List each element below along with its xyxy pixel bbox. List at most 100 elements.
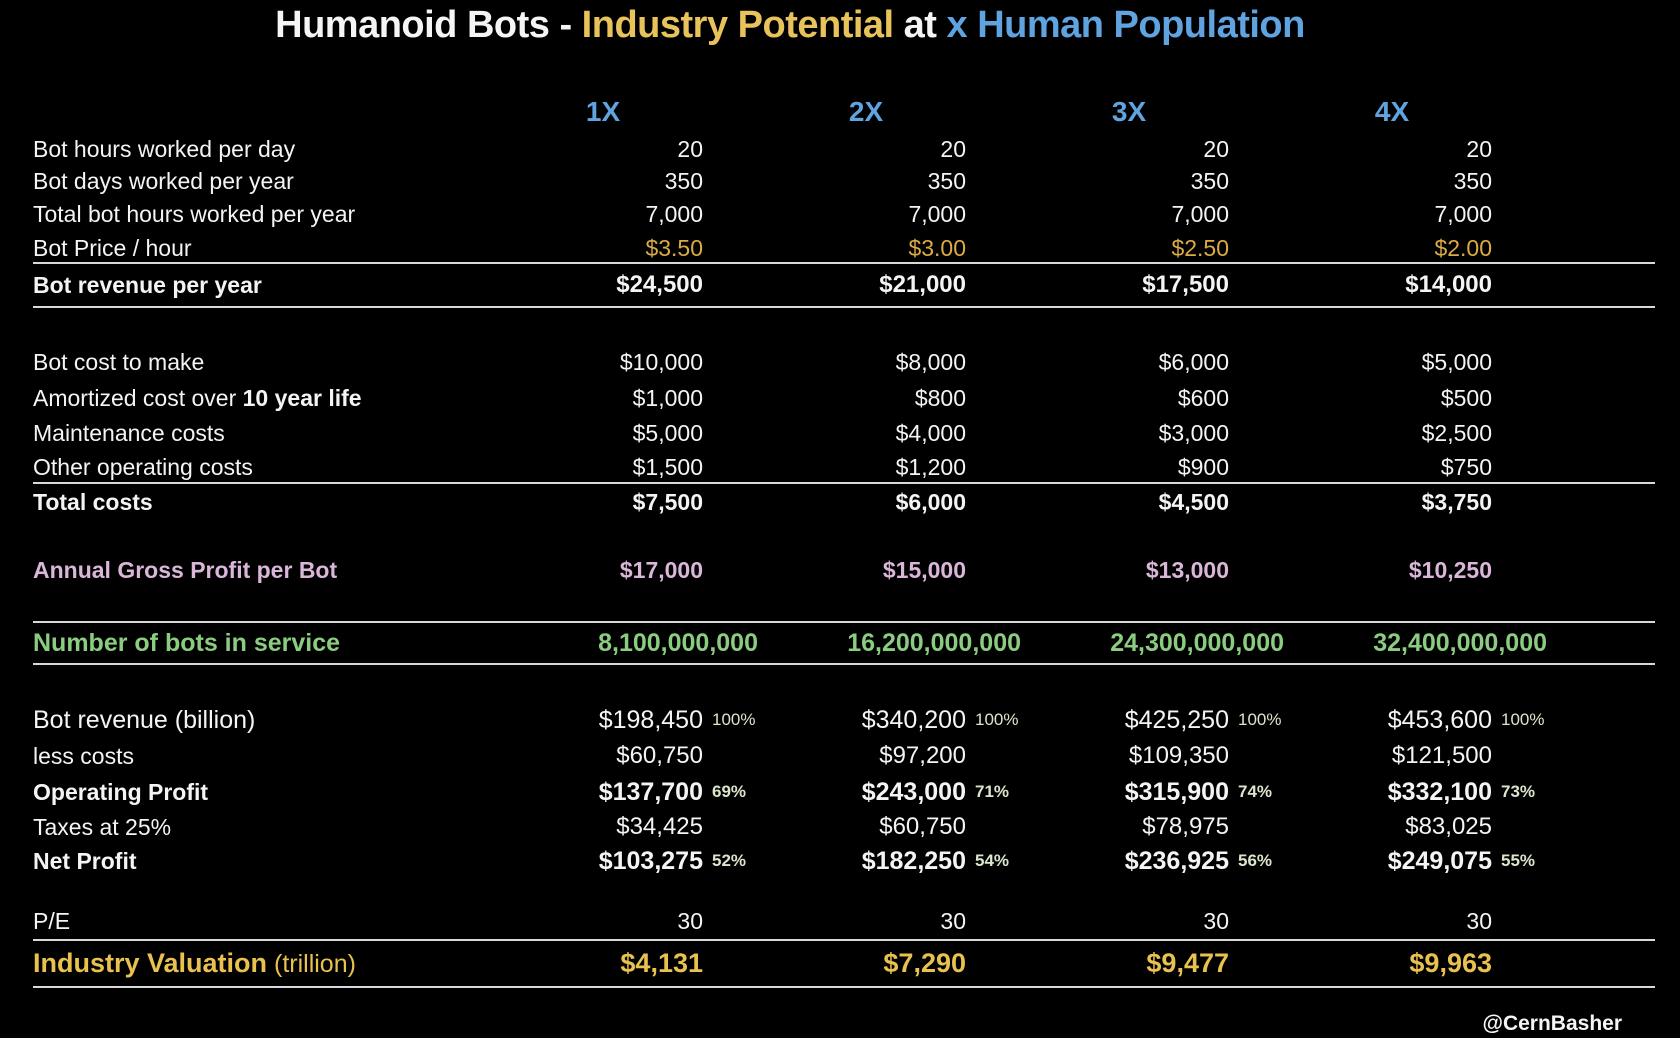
cell-value: $97,200 <box>879 742 966 769</box>
cell-value: 30 <box>677 907 703 934</box>
cell-percent: 55% <box>1501 851 1536 870</box>
divider <box>33 621 1655 623</box>
cell-value: $1,200 <box>895 453 966 480</box>
cell-value: $15,000 <box>882 556 966 583</box>
cell-value: $2.00 <box>1434 234 1492 261</box>
table-row: Bot revenue per year $24,500 $21,000 $17,50… <box>33 268 1655 302</box>
divider <box>33 986 1655 988</box>
table-row: Taxes at 25% $34,425 $60,750 $78,975 $83,025 <box>33 810 1655 844</box>
cell-percent: 100% <box>975 710 1019 729</box>
cell-value: $3,750 <box>1421 488 1492 515</box>
table-row: P/E 30 30 30 30 <box>33 904 1655 938</box>
row-label: Bot Price / hour <box>33 234 192 261</box>
row-label: Maintenance costs <box>33 419 225 446</box>
column-header: 1X <box>585 96 621 127</box>
cell-value: $800 <box>914 384 966 411</box>
cell-value: $453,600 <box>1387 705 1492 734</box>
table-row: Other operating costs $1,500 $1,200 $900 $75… <box>33 450 1655 484</box>
cell-value: $198,450 <box>598 705 703 734</box>
cell-value: $249,075 <box>1387 846 1492 875</box>
cell-value: $17,500 <box>1142 271 1229 298</box>
cell-value: $3,000 <box>1158 419 1229 446</box>
page-title: Humanoid Bots - Industry Potential at x … <box>0 4 1580 47</box>
cell-percent: 54% <box>975 851 1010 870</box>
row-label: Amortized cost over 10 year life <box>33 384 362 411</box>
cell-value: $1,500 <box>632 453 703 480</box>
cell-value: 350 <box>1453 167 1492 194</box>
cell-value: 350 <box>927 167 966 194</box>
cell-value: $500 <box>1440 384 1492 411</box>
author-handle: @CernBasher <box>1482 1012 1622 1035</box>
row-label: Bot days worked per year <box>33 167 294 194</box>
column-header: 2X <box>848 96 884 127</box>
table-row: Annual Gross Profit per Bot $17,000 $15,00… <box>33 553 1655 587</box>
cell-value: $750 <box>1440 453 1492 480</box>
cell-value: $236,925 <box>1124 846 1229 875</box>
cell-value: $600 <box>1177 384 1229 411</box>
row-label: Bot cost to make <box>33 348 205 375</box>
cell-value: $8,000 <box>895 348 966 375</box>
row-label: Annual Gross Profit per Bot <box>33 556 338 583</box>
row-label: Number of bots in service <box>33 628 341 657</box>
cell-value: $78,975 <box>1142 813 1229 840</box>
cell-value: $3.00 <box>908 234 966 261</box>
column-header: 4X <box>1374 96 1410 127</box>
cell-value: $10,000 <box>619 348 703 375</box>
divider <box>33 306 1655 308</box>
cell-value: $60,750 <box>616 742 703 769</box>
cell-value: $2,500 <box>1421 419 1492 446</box>
row-label: Total bot hours worked per year <box>33 200 356 227</box>
table-row: Amortized cost over 10 year life $1,000 $8… <box>33 381 1655 415</box>
cell-value: $900 <box>1177 453 1229 480</box>
title-part-main: Humanoid Bots - <box>275 4 582 46</box>
cell-value: $109,350 <box>1128 742 1229 769</box>
cell-percent: 69% <box>712 782 747 801</box>
divider <box>33 663 1655 665</box>
divider <box>33 482 1655 484</box>
cell-percent: 74% <box>1238 782 1273 801</box>
table-row: Operating Profit $137,700 69% $243,000 71% $3… <box>33 775 1655 809</box>
row-label: Bot hours worked per day <box>33 135 296 162</box>
cell-value: 7,000 <box>908 200 966 227</box>
table-row: Industry Valuation (trillion) $4,131 $7,29… <box>33 944 1655 982</box>
title-part-industry-potential: Industry Potential <box>581 4 894 46</box>
cell-value: $4,000 <box>895 419 966 446</box>
cell-value: 30 <box>940 907 966 934</box>
cell-value: $13,000 <box>1145 556 1229 583</box>
cell-value: $332,100 <box>1387 777 1492 806</box>
row-label: Total costs <box>33 488 153 515</box>
table-row: Bot Price / hour $3.50 $3.00 $2.50 $2.00 <box>33 231 1655 265</box>
row-label: Bot revenue per year <box>33 271 262 298</box>
cell-value: $7,290 <box>883 947 966 978</box>
column-header: 3X <box>1111 96 1147 127</box>
cell-value: 7,000 <box>1434 200 1492 227</box>
table-row: Number of bots in service 8,100,000,000 16… <box>33 625 1655 661</box>
cell-value: $425,250 <box>1124 705 1229 734</box>
cell-value: 350 <box>1190 167 1229 194</box>
cell-value: $182,250 <box>861 846 966 875</box>
cell-value: 7,000 <box>1171 200 1229 227</box>
cell-value: $9,963 <box>1409 947 1492 978</box>
cell-value: $9,477 <box>1146 947 1229 978</box>
table-row: Total bot hours worked per year 7,000 7,00… <box>33 197 1655 231</box>
cell-value: $21,000 <box>879 271 966 298</box>
row-label: less costs <box>33 742 134 769</box>
table-row: Total costs $7,500 $6,000 $4,500 $3,750 <box>33 485 1655 519</box>
cell-value: $60,750 <box>879 813 966 840</box>
cell-value: $24,500 <box>616 271 703 298</box>
cell-value: $5,000 <box>632 419 703 446</box>
cell-value: $4,500 <box>1158 488 1229 515</box>
row-label: Bot revenue (billion) <box>33 705 256 734</box>
cell-value: 350 <box>664 167 703 194</box>
row-label: Industry Valuation (trillion) <box>33 947 356 978</box>
cell-value: $121,500 <box>1391 742 1492 769</box>
cell-value: $2.50 <box>1171 234 1229 261</box>
cell-value: 32,400,000,000 <box>1373 628 1547 657</box>
cell-percent: 100% <box>1238 710 1282 729</box>
row-label: Other operating costs <box>33 453 253 480</box>
cell-value: $103,275 <box>598 846 703 875</box>
divider <box>33 939 1655 941</box>
row-label: Taxes at 25% <box>33 813 172 840</box>
column-headers-row: 1X 2X 3X 4X <box>33 95 1655 129</box>
table-row: Bot hours worked per day 20 20 20 20 <box>33 132 1655 166</box>
